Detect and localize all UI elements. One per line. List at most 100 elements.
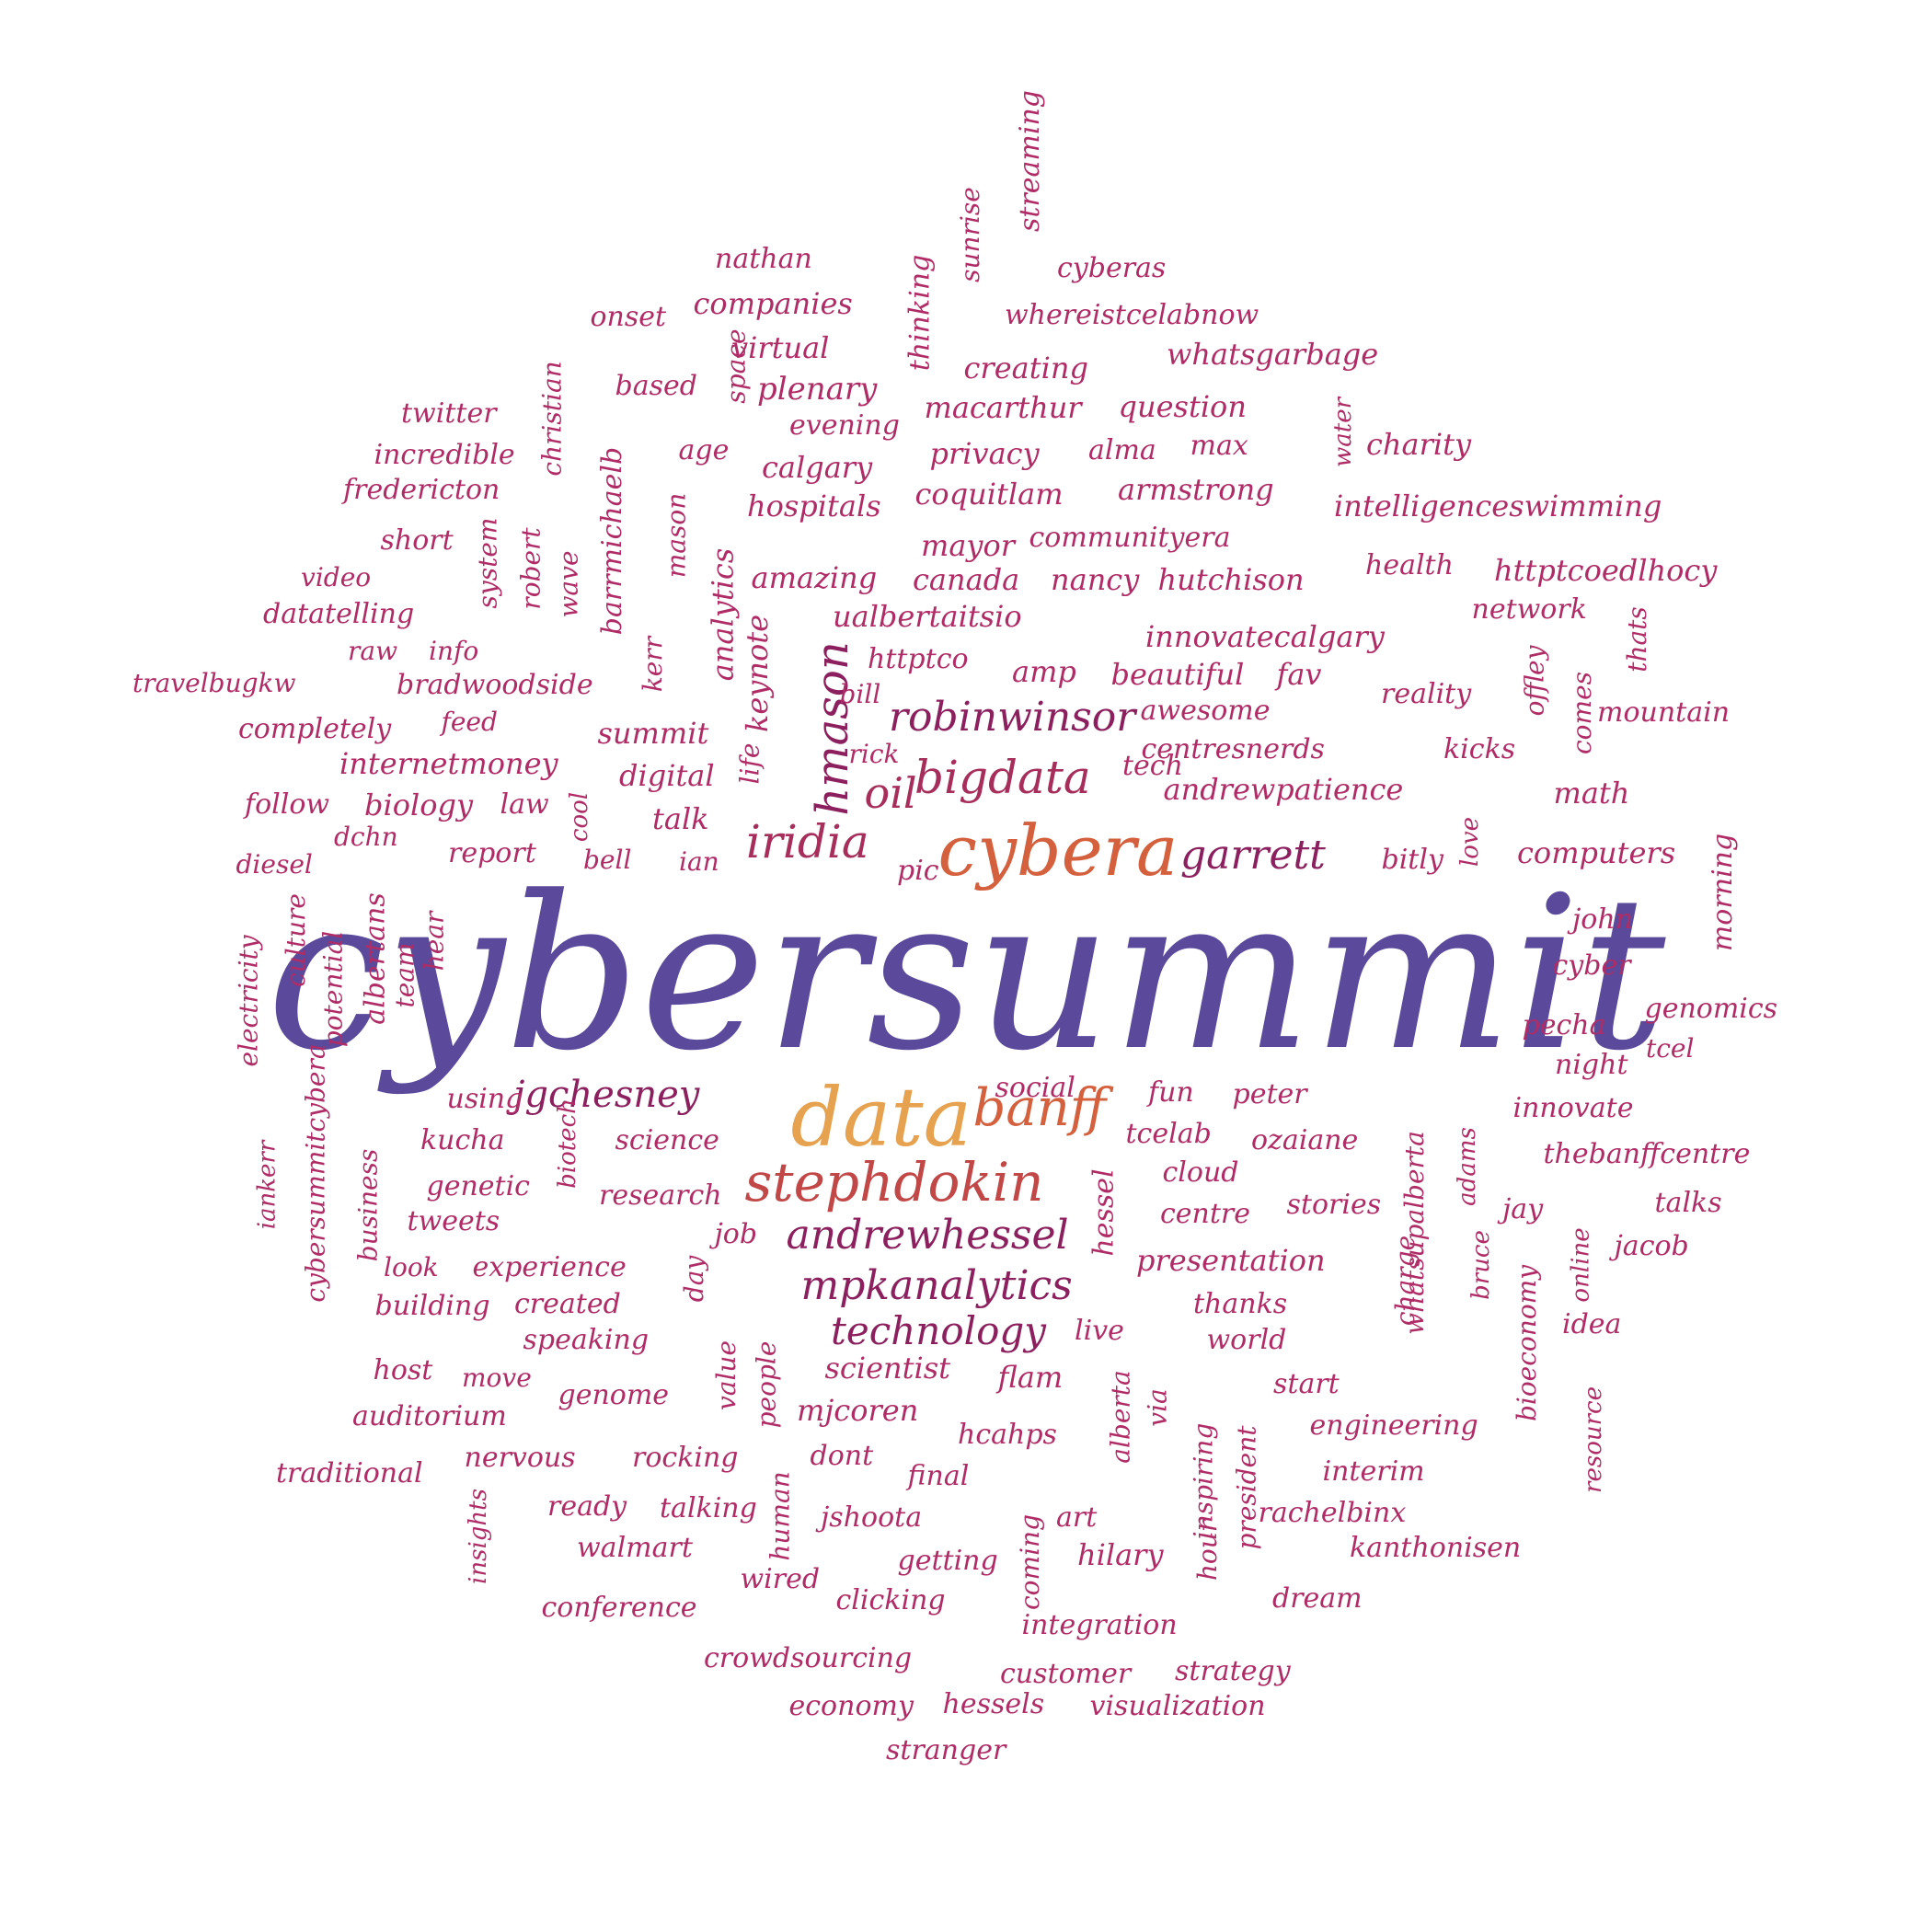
- word-raw: raw: [348, 636, 398, 666]
- word-scientist: scientist: [824, 1351, 951, 1386]
- word-calgary: calgary: [762, 450, 873, 485]
- word-people: people: [750, 1340, 781, 1429]
- word-alberta: alberta: [1105, 1370, 1136, 1464]
- word-hear: hear: [418, 911, 449, 972]
- word-thanks: thanks: [1193, 1288, 1288, 1320]
- word-peter: peter: [1232, 1078, 1307, 1110]
- word-cybersummitcybera: cybersummitcybera: [300, 1043, 331, 1303]
- word-hmason: hmason: [806, 641, 858, 816]
- word-hour: hour: [1192, 1519, 1224, 1581]
- word-digital: digital: [619, 758, 715, 793]
- word-kucha: kucha: [420, 1124, 505, 1156]
- word-resource: resource: [1579, 1386, 1607, 1493]
- word-kerr: kerr: [638, 636, 669, 693]
- word-onset: onset: [590, 301, 667, 333]
- word-look: look: [384, 1252, 439, 1282]
- word-alma: alma: [1088, 434, 1156, 466]
- word-age: age: [678, 434, 730, 466]
- word-stephdokin: stephdokin: [744, 1151, 1044, 1213]
- word-ready: ready: [547, 1490, 627, 1523]
- word-ualbertaitsio: ualbertaitsio: [833, 599, 1022, 634]
- word-flam: flam: [997, 1360, 1064, 1395]
- word-speaking: speaking: [523, 1324, 650, 1356]
- word-computers: computers: [1517, 835, 1676, 870]
- word-human: human: [765, 1471, 796, 1561]
- word-internetmoney: internetmoney: [339, 746, 558, 781]
- word-interim: interim: [1322, 1455, 1425, 1488]
- word-biotech: biotech: [553, 1098, 581, 1189]
- word-talks: talks: [1654, 1187, 1722, 1219]
- word-bitly: bitly: [1381, 844, 1443, 876]
- word-garrett: garrett: [1180, 832, 1326, 879]
- word-httptcoedlhocy: httptcoedlhocy: [1494, 553, 1718, 588]
- word-christian: christian: [536, 361, 568, 477]
- word-virtual: virtual: [731, 330, 830, 365]
- word-host: host: [373, 1354, 433, 1386]
- word-life: life: [733, 742, 765, 785]
- word-plenary: plenary: [757, 371, 878, 408]
- word-mjcoren: mjcoren: [797, 1393, 919, 1428]
- word-stories: stories: [1286, 1189, 1382, 1221]
- word-bigdata: bigdata: [914, 751, 1091, 804]
- word-via: via: [1142, 1388, 1173, 1427]
- word-data: data: [790, 1070, 972, 1165]
- word-tech: tech: [1122, 750, 1183, 782]
- word-centresnerds: centresnerds: [1141, 733, 1325, 765]
- word-sunrise: sunrise: [954, 187, 985, 282]
- word-privacy: privacy: [929, 436, 1040, 471]
- word-robinwinsor: robinwinsor: [889, 694, 1136, 741]
- word-albertans: albertans: [359, 892, 392, 1025]
- word-engineering: engineering: [1309, 1409, 1478, 1442]
- word-offley: offley: [1518, 645, 1549, 717]
- word-fav: fav: [1276, 657, 1322, 692]
- word-question: question: [1118, 389, 1247, 424]
- word-based: based: [615, 370, 697, 402]
- word-john: john: [1572, 903, 1634, 936]
- word-video: video: [301, 562, 372, 592]
- word-cloud: cloud: [1162, 1156, 1239, 1189]
- word-summit: summit: [597, 716, 709, 751]
- word-world: world: [1206, 1324, 1287, 1356]
- word-jgchesney: jgchesney: [513, 1074, 700, 1116]
- word-canada: canada: [913, 562, 1020, 597]
- word-bruce: bruce: [1466, 1230, 1495, 1300]
- word-armstrong: armstrong: [1118, 472, 1274, 507]
- word-info: info: [429, 636, 479, 666]
- word-mayor: mayor: [921, 528, 1016, 563]
- word-jshoota: jshoota: [821, 1501, 923, 1534]
- word-business: business: [351, 1148, 383, 1262]
- word-auditorium: auditorium: [352, 1400, 507, 1432]
- word-pic: pic: [897, 855, 939, 887]
- word-night: night: [1555, 1049, 1628, 1081]
- word-tcel: tcel: [1646, 1033, 1695, 1064]
- word-bioeconomy: bioeconomy: [1512, 1264, 1543, 1422]
- word-mpkanalytics: mpkanalytics: [800, 1262, 1073, 1309]
- word-rocking: rocking: [632, 1442, 739, 1474]
- word-created: created: [514, 1288, 621, 1320]
- word-hcahps: hcahps: [958, 1419, 1057, 1451]
- word-ian: ian: [679, 846, 719, 877]
- word-social: social: [995, 1072, 1075, 1104]
- word-andrewpatience: andrewpatience: [1163, 772, 1404, 807]
- word-nathan: nathan: [715, 243, 812, 275]
- word-coming: coming: [1015, 1513, 1046, 1611]
- word-health: health: [1365, 549, 1454, 581]
- word-hessels: hessels: [942, 1688, 1045, 1720]
- word-thebanffcentre: thebanffcentre: [1543, 1138, 1751, 1170]
- word-culture: culture: [280, 893, 311, 987]
- word-short: short: [380, 524, 454, 557]
- word-wired: wired: [740, 1563, 821, 1595]
- word-amp: amp: [1012, 654, 1076, 689]
- word-talk: talk: [652, 801, 709, 836]
- word-cybersummit: cybersummit: [267, 852, 1666, 1098]
- word-intelligenceswimming: intelligenceswimming: [1334, 489, 1662, 523]
- word-experience: experience: [472, 1251, 627, 1283]
- word-final: final: [907, 1460, 970, 1492]
- word-dchn: dchn: [334, 822, 398, 852]
- word-charge: charge: [1390, 1235, 1421, 1327]
- word-creating: creating: [963, 351, 1088, 385]
- word-live: live: [1075, 1315, 1124, 1347]
- word-report: report: [448, 837, 536, 869]
- word-using: using: [446, 1083, 523, 1115]
- word-andrewhessel: andrewhessel: [786, 1212, 1069, 1259]
